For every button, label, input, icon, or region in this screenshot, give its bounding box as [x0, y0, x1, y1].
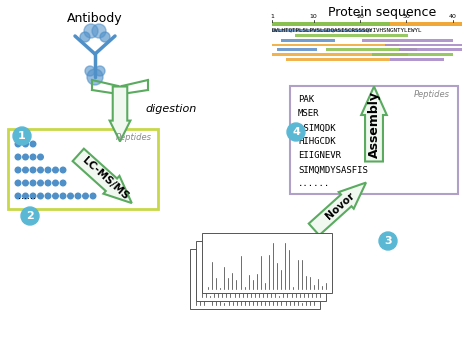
FancyBboxPatch shape	[202, 233, 332, 293]
Text: Peptides: Peptides	[414, 90, 450, 99]
Circle shape	[60, 193, 66, 199]
Circle shape	[68, 193, 73, 199]
FancyBboxPatch shape	[285, 58, 390, 61]
Text: 40: 40	[449, 14, 456, 19]
FancyBboxPatch shape	[190, 249, 320, 309]
Circle shape	[30, 167, 36, 173]
Text: ......: ......	[18, 191, 36, 201]
Circle shape	[15, 154, 21, 160]
Circle shape	[379, 232, 397, 250]
Circle shape	[15, 141, 21, 147]
Text: LC-MS/MS: LC-MS/MS	[80, 156, 130, 202]
FancyBboxPatch shape	[196, 241, 326, 301]
Circle shape	[60, 167, 66, 173]
Text: 30: 30	[402, 14, 410, 19]
Text: Novor: Novor	[324, 190, 356, 221]
Circle shape	[23, 141, 28, 147]
Circle shape	[15, 167, 21, 173]
FancyBboxPatch shape	[8, 129, 158, 209]
FancyBboxPatch shape	[399, 48, 462, 51]
FancyBboxPatch shape	[272, 29, 372, 32]
Circle shape	[95, 66, 105, 76]
Circle shape	[30, 193, 36, 199]
Circle shape	[75, 193, 81, 199]
Text: Antibody: Antibody	[67, 12, 123, 25]
FancyBboxPatch shape	[385, 44, 462, 46]
Text: 2: 2	[26, 211, 34, 221]
Text: ......: ......	[298, 179, 330, 189]
Text: PAK: PAK	[298, 95, 314, 104]
Circle shape	[92, 24, 106, 38]
FancyBboxPatch shape	[390, 22, 462, 26]
Polygon shape	[109, 87, 130, 142]
Circle shape	[13, 127, 31, 145]
Circle shape	[38, 193, 43, 199]
Circle shape	[90, 193, 96, 199]
Text: MSER: MSER	[298, 110, 319, 119]
FancyBboxPatch shape	[295, 34, 408, 37]
FancyBboxPatch shape	[272, 53, 408, 56]
Circle shape	[30, 180, 36, 186]
Circle shape	[21, 207, 39, 225]
FancyBboxPatch shape	[363, 39, 453, 41]
Text: 1: 1	[270, 14, 274, 19]
Circle shape	[87, 69, 103, 85]
FancyBboxPatch shape	[272, 44, 399, 46]
FancyBboxPatch shape	[326, 48, 417, 51]
FancyBboxPatch shape	[272, 22, 390, 26]
Circle shape	[82, 193, 88, 199]
Circle shape	[23, 180, 28, 186]
Text: digestion: digestion	[145, 104, 196, 114]
Circle shape	[30, 154, 36, 160]
Text: Assembly: Assembly	[367, 91, 381, 158]
Text: DVLHTQTPLSLPVSLGDQASISCRSSSQYIVHSNGNTYLEWYL: DVLHTQTPLSLPVSLGDQASISCRSSSQYIVHSNGNTYLE…	[272, 27, 422, 32]
Circle shape	[100, 32, 110, 42]
Circle shape	[15, 180, 21, 186]
FancyBboxPatch shape	[390, 58, 444, 61]
FancyBboxPatch shape	[372, 53, 453, 56]
FancyBboxPatch shape	[290, 86, 458, 194]
FancyBboxPatch shape	[276, 48, 317, 51]
Circle shape	[38, 180, 43, 186]
Text: Peptides: Peptides	[116, 133, 152, 142]
Circle shape	[38, 154, 43, 160]
Text: 3: 3	[384, 236, 392, 246]
Circle shape	[287, 123, 305, 141]
Circle shape	[23, 193, 28, 199]
Circle shape	[45, 193, 51, 199]
Circle shape	[80, 32, 90, 42]
Text: 10: 10	[310, 14, 318, 19]
Circle shape	[15, 193, 21, 199]
Circle shape	[84, 24, 98, 38]
FancyBboxPatch shape	[281, 39, 335, 41]
Circle shape	[45, 167, 51, 173]
Text: LSIMQDK: LSIMQDK	[298, 123, 336, 132]
Circle shape	[38, 167, 43, 173]
Polygon shape	[73, 149, 132, 203]
Circle shape	[23, 167, 28, 173]
Circle shape	[30, 141, 36, 147]
Circle shape	[53, 180, 58, 186]
Circle shape	[53, 193, 58, 199]
Circle shape	[60, 180, 66, 186]
Text: Protein sequence: Protein sequence	[328, 6, 436, 19]
Text: 20: 20	[356, 14, 364, 19]
Circle shape	[85, 66, 95, 76]
Polygon shape	[309, 183, 366, 235]
Text: 1: 1	[18, 131, 26, 141]
Circle shape	[23, 154, 28, 160]
Circle shape	[53, 167, 58, 173]
Circle shape	[45, 180, 51, 186]
Text: EIIGNEVR: EIIGNEVR	[298, 151, 341, 161]
Text: SIMQMDYSASFIS: SIMQMDYSASFIS	[298, 166, 368, 174]
Polygon shape	[361, 87, 387, 162]
Text: 4: 4	[292, 127, 300, 137]
Text: HIHGCDK: HIHGCDK	[298, 138, 336, 146]
